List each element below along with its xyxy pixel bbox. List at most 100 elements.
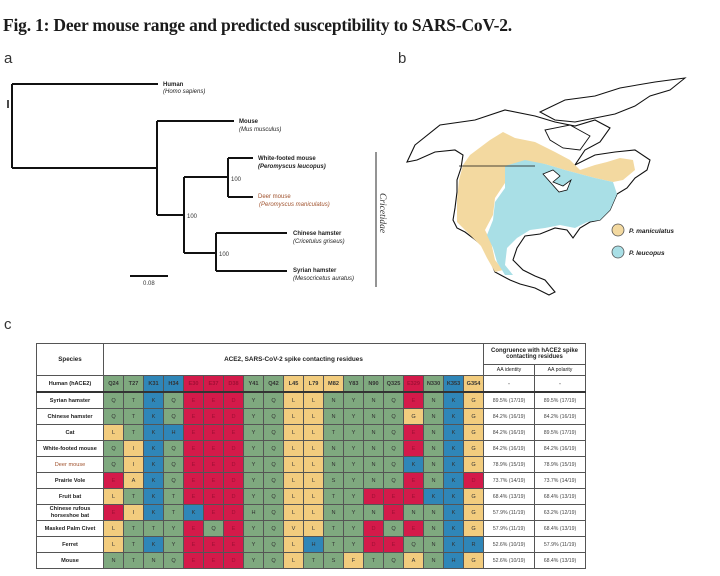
residue-cell: K <box>423 488 444 505</box>
polarity-cell: - <box>534 375 586 393</box>
residue-cell: L <box>283 456 304 473</box>
taxon-deer-mouse-latin: (Peromyscus maniculatus) <box>259 202 330 208</box>
residue-cell: K <box>143 440 164 457</box>
identity-cell: 84.2% (16/19) <box>483 424 535 441</box>
residue-cell: L <box>283 472 304 489</box>
residue-cell: K <box>443 520 464 537</box>
residue-cell: Q <box>263 424 284 441</box>
residue-cell: K <box>443 408 464 425</box>
clade-label: Cricetidae <box>377 193 387 233</box>
residue-cell: L <box>303 488 324 505</box>
residue-header-cell: N330 <box>423 375 444 393</box>
residue-cell: N <box>423 472 444 489</box>
residue-cell: E <box>403 520 424 537</box>
residue-cell: L <box>283 488 304 505</box>
residue-cell: N <box>423 520 444 537</box>
species-cell: Syrian hamster <box>36 391 104 409</box>
residue-header-cell: H34 <box>163 375 184 393</box>
residue-cell: Y <box>243 520 264 537</box>
bootstrap-value: 100 <box>231 177 242 183</box>
residue-cell: N <box>363 456 384 473</box>
legend-swatch-p-leucopus <box>611 245 625 259</box>
residue-cell: Q <box>163 391 184 409</box>
taxon-chinese-hamster-latin: (Cricetulus griseus) <box>293 239 345 245</box>
residue-cell: H <box>303 536 324 553</box>
residue-cell: T <box>323 520 344 537</box>
species-cell: White-footed mouse <box>36 440 104 457</box>
residue-cell: K <box>143 536 164 553</box>
table-row: Chinese hamster Q T K Q E E D Y Q L L N Y N Q G N K G 84.2% … <box>36 408 586 425</box>
residue-cell: G <box>463 488 484 505</box>
map-range-p-leucopus <box>487 160 617 275</box>
residue-table-container: Species ACE2, SARS-CoV-2 spike contactin… <box>36 343 586 569</box>
residue-cell: T <box>123 488 144 505</box>
residue-cell: K <box>143 504 164 521</box>
species-cell: Chinese hamster <box>36 408 104 425</box>
residue-cell: K <box>403 456 424 473</box>
panel-label-a: a <box>4 50 13 67</box>
taxon-mouse-latin: (Mus musculus) <box>239 127 281 133</box>
table-row: Deer mouse Q I K Q E E D Y Q L L N Y N Q K N K G 78.9% (15/1… <box>36 456 586 473</box>
residue-cell: E <box>183 456 204 473</box>
residue-cell: Q <box>103 440 124 457</box>
residue-cell: K <box>143 424 164 441</box>
residue-cell: Q <box>383 408 404 425</box>
identity-cell: 89.5% (17/19) <box>483 391 535 409</box>
residue-cell: I <box>123 456 144 473</box>
residue-cell: I <box>123 440 144 457</box>
residue-header-cell: L45 <box>283 375 304 393</box>
residue-cell: N <box>403 504 424 521</box>
table-row: Fruit bat L T K T E E D Y Q L L T Y D E E K K G 68.4% (13/19… <box>36 488 586 505</box>
residue-cell: E <box>103 504 124 521</box>
legend-swatch-p-maniculatus <box>611 223 625 237</box>
residue-cell: N <box>363 440 384 457</box>
identity-cell: - <box>483 375 535 393</box>
residue-cell: T <box>123 552 144 569</box>
residue-cell: Q <box>263 552 284 569</box>
residue-cell: Y <box>343 488 364 505</box>
identity-cell: 84.2% (16/19) <box>483 408 535 425</box>
residue-cell: G <box>463 456 484 473</box>
residue-cell: N <box>363 408 384 425</box>
residue-cell: E <box>103 472 124 489</box>
polarity-cell: 89.5% (17/19) <box>534 424 586 441</box>
residue-cell: F <box>343 552 364 569</box>
residue-cell: Y <box>343 536 364 553</box>
polarity-header: AA polarity <box>534 364 586 376</box>
residue-cell: T <box>323 488 344 505</box>
table-row: Syrian hamster Q T K Q E E D Y Q L L N Y N Q E N K G 89.5% (… <box>36 391 586 409</box>
polarity-cell: 68.4% (13/19) <box>534 520 586 537</box>
residue-cell: L <box>283 552 304 569</box>
residue-cell: E <box>183 488 204 505</box>
residue-cell: D <box>223 391 244 409</box>
bootstrap-value: 100 <box>219 252 230 258</box>
residue-cell: K <box>443 536 464 553</box>
residue-cell: T <box>323 536 344 553</box>
taxon-white-footed-mouse-latin: (Peromyscus leucopus) <box>258 164 326 170</box>
residue-cell: G <box>463 520 484 537</box>
residue-cell: Q <box>383 391 404 409</box>
residue-cell: T <box>163 488 184 505</box>
residue-cell: Q <box>383 472 404 489</box>
residue-cell: T <box>123 424 144 441</box>
table-row: Prairie Vole E A K Q E E D Y Q L L S Y N Q E N K D 73.7% (14… <box>36 472 586 489</box>
residue-cell: N <box>323 456 344 473</box>
residue-cell: G <box>463 552 484 569</box>
residue-cell: L <box>303 440 324 457</box>
residue-cell: D <box>363 536 384 553</box>
residue-cell: E <box>403 440 424 457</box>
residue-cell: E <box>403 391 424 409</box>
residue-cell: N <box>423 456 444 473</box>
residue-cell: E <box>183 391 204 409</box>
residue-cell: E <box>383 488 404 505</box>
residue-cell: E <box>203 488 224 505</box>
residue-header-cell: K31 <box>143 375 164 393</box>
residue-cell: E <box>203 552 224 569</box>
identity-cell: 78.9% (15/19) <box>483 456 535 473</box>
map-arctic-islands <box>538 77 687 123</box>
residue-cell: N <box>423 424 444 441</box>
residue-cell: T <box>123 391 144 409</box>
residue-header-cell: L79 <box>303 375 324 393</box>
residue-cell: N <box>363 504 384 521</box>
taxon-white-footed-mouse: White-footed mouse <box>258 156 316 162</box>
